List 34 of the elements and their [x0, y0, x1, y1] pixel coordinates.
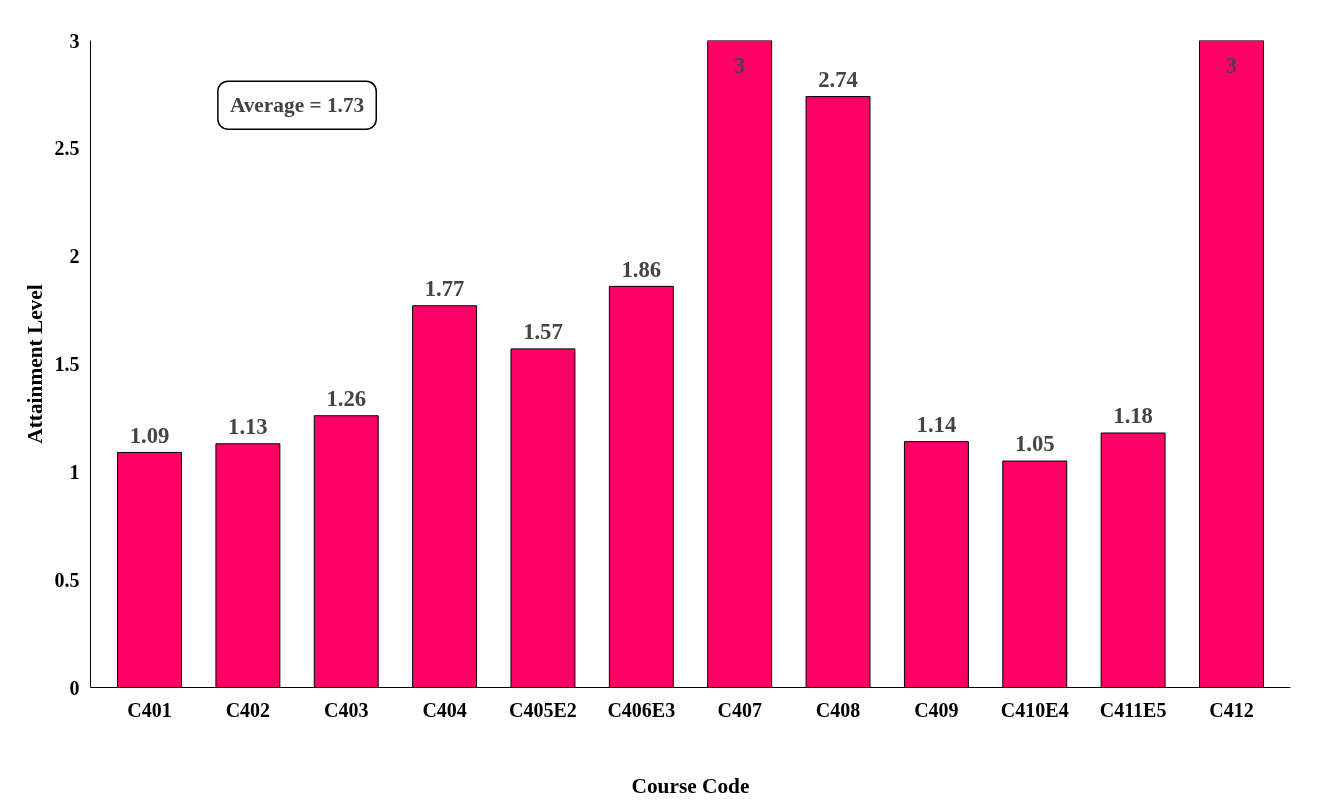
- data-label: 1.13: [228, 414, 268, 440]
- y-tick-label: 1.5: [54, 353, 80, 375]
- x-tick-label: C405E2: [509, 698, 577, 721]
- data-label: 1.57: [523, 319, 563, 345]
- x-tick-label: C406E3: [607, 698, 676, 721]
- x-tick-label: C407: [717, 698, 762, 721]
- data-label: 1.05: [1014, 431, 1055, 457]
- data-label: 3: [734, 52, 746, 78]
- data-label: 3: [1225, 52, 1238, 78]
- x-tick-label: C402: [225, 698, 271, 721]
- x-tick-label: C411E5: [1099, 698, 1167, 721]
- data-label: 1.18: [1113, 403, 1153, 429]
- y-tick-label: 2.5: [54, 137, 80, 160]
- y-axis-title: Attainment Level: [22, 284, 47, 444]
- x-tick-label: C401: [127, 698, 172, 721]
- y-tick-label: 0.5: [54, 568, 80, 591]
- x-tick-label: C404: [422, 698, 467, 721]
- data-label: 1.26: [326, 386, 367, 412]
- annotation: Average = 1.73: [229, 93, 365, 118]
- x-tick-label: C409: [914, 698, 959, 721]
- x-tick-label: C410E4: [1000, 698, 1069, 721]
- y-tick-label: 1: [69, 460, 80, 483]
- data-label: 2.74: [818, 66, 858, 92]
- data-label: 1.09: [129, 422, 170, 448]
- y-tick-label: 0: [69, 676, 80, 699]
- y-tick-label: 3: [69, 29, 80, 52]
- y-tick-label: 2: [69, 245, 80, 268]
- x-tick-label: C408: [815, 698, 861, 721]
- data-label: 1.77: [424, 276, 465, 302]
- x-tick-label: C403: [324, 698, 369, 721]
- data-label: 1.14: [916, 411, 957, 437]
- data-label: 1.86: [621, 256, 662, 282]
- x-tick-label: C412: [1209, 698, 1254, 721]
- x-axis-title: Course Code: [631, 773, 750, 798]
